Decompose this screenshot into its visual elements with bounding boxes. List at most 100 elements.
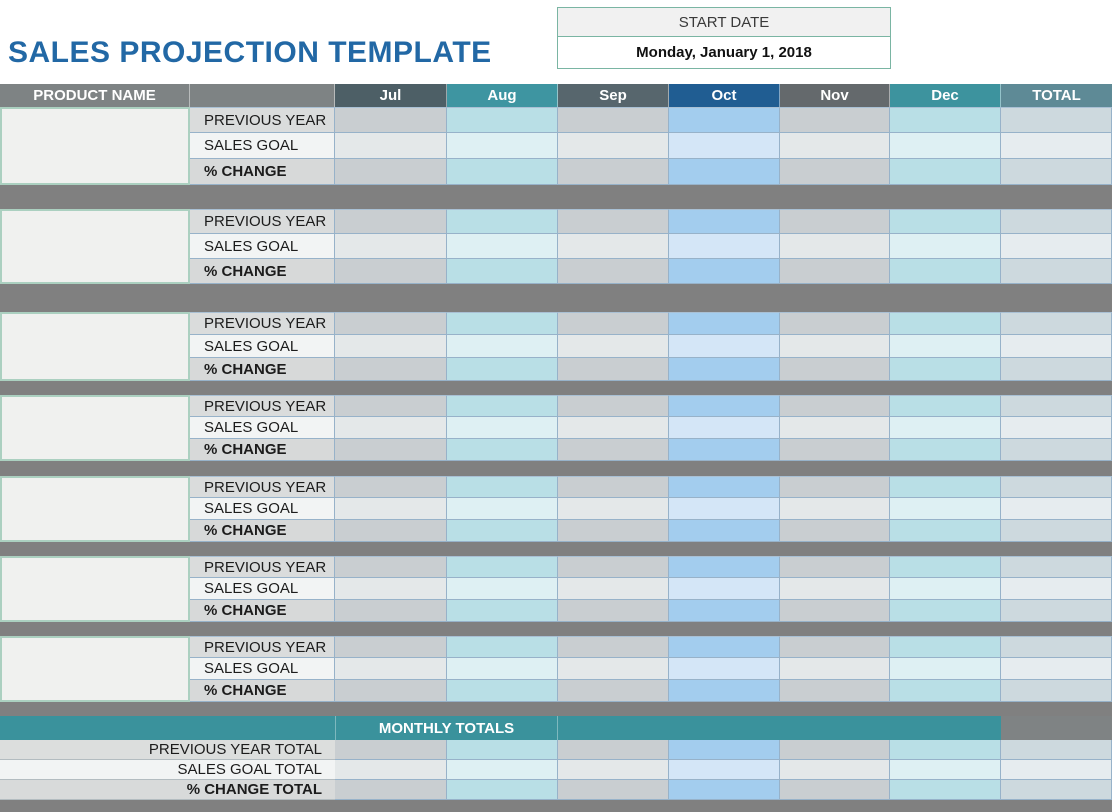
month-cell[interactable]	[780, 133, 890, 159]
totals-month-cell[interactable]	[558, 740, 669, 760]
month-cell[interactable]	[669, 395, 780, 417]
totals-month-cell[interactable]	[335, 760, 447, 780]
month-cell[interactable]	[447, 636, 558, 658]
month-cell[interactable]	[447, 107, 558, 133]
total-cell[interactable]	[1001, 556, 1112, 578]
totals-month-cell[interactable]	[669, 760, 780, 780]
month-cell[interactable]	[780, 209, 890, 234]
totals-month-cell[interactable]	[890, 760, 1001, 780]
month-cell[interactable]	[558, 107, 669, 133]
month-cell[interactable]	[335, 335, 447, 358]
month-cell[interactable]	[447, 234, 558, 259]
month-cell[interactable]	[890, 498, 1001, 520]
month-cell[interactable]	[447, 600, 558, 622]
total-cell[interactable]	[1001, 578, 1112, 600]
month-cell[interactable]	[780, 395, 890, 417]
month-cell[interactable]	[890, 520, 1001, 542]
totals-month-cell[interactable]	[669, 780, 780, 800]
month-cell[interactable]	[780, 578, 890, 600]
month-cell[interactable]	[669, 259, 780, 284]
month-cell[interactable]	[335, 476, 447, 498]
month-cell[interactable]	[890, 439, 1001, 461]
total-cell[interactable]	[1001, 520, 1112, 542]
totals-month-cell[interactable]	[558, 780, 669, 800]
totals-month-cell[interactable]	[335, 780, 447, 800]
month-cell[interactable]	[335, 395, 447, 417]
month-cell[interactable]	[335, 234, 447, 259]
month-cell[interactable]	[335, 680, 447, 702]
month-cell[interactable]	[447, 209, 558, 234]
month-cell[interactable]	[447, 358, 558, 381]
total-cell[interactable]	[1001, 439, 1112, 461]
month-cell[interactable]	[335, 658, 447, 680]
month-cell[interactable]	[335, 209, 447, 234]
month-cell[interactable]	[669, 658, 780, 680]
total-cell[interactable]	[1001, 417, 1112, 439]
month-cell[interactable]	[558, 159, 669, 185]
start-date-value[interactable]: Monday, January 1, 2018	[558, 37, 890, 68]
month-cell[interactable]	[780, 556, 890, 578]
totals-month-cell[interactable]	[669, 740, 780, 760]
total-cell[interactable]	[1001, 133, 1112, 159]
month-cell[interactable]	[335, 417, 447, 439]
month-cell[interactable]	[558, 335, 669, 358]
month-cell[interactable]	[558, 358, 669, 381]
month-cell[interactable]	[558, 578, 669, 600]
month-cell[interactable]	[447, 335, 558, 358]
month-cell[interactable]	[890, 417, 1001, 439]
month-cell[interactable]	[780, 658, 890, 680]
month-cell[interactable]	[447, 417, 558, 439]
month-cell[interactable]	[335, 600, 447, 622]
month-cell[interactable]	[780, 439, 890, 461]
product-name-cell[interactable]	[0, 312, 190, 381]
month-cell[interactable]	[447, 476, 558, 498]
month-cell[interactable]	[447, 159, 558, 185]
month-cell[interactable]	[335, 520, 447, 542]
month-cell[interactable]	[669, 159, 780, 185]
totals-total-cell[interactable]	[1001, 780, 1112, 800]
month-cell[interactable]	[558, 133, 669, 159]
month-cell[interactable]	[669, 133, 780, 159]
total-cell[interactable]	[1001, 335, 1112, 358]
month-cell[interactable]	[558, 680, 669, 702]
total-cell[interactable]	[1001, 159, 1112, 185]
month-cell[interactable]	[669, 335, 780, 358]
product-name-cell[interactable]	[0, 556, 190, 622]
month-cell[interactable]	[669, 636, 780, 658]
month-cell[interactable]	[890, 312, 1001, 335]
month-cell[interactable]	[669, 600, 780, 622]
product-name-cell[interactable]	[0, 395, 190, 461]
month-cell[interactable]	[890, 358, 1001, 381]
month-cell[interactable]	[335, 133, 447, 159]
month-cell[interactable]	[447, 556, 558, 578]
month-cell[interactable]	[780, 234, 890, 259]
total-cell[interactable]	[1001, 312, 1112, 335]
month-cell[interactable]	[558, 234, 669, 259]
month-cell[interactable]	[669, 520, 780, 542]
product-name-cell[interactable]	[0, 107, 190, 185]
month-cell[interactable]	[335, 107, 447, 133]
month-cell[interactable]	[335, 259, 447, 284]
month-cell[interactable]	[558, 417, 669, 439]
month-cell[interactable]	[447, 520, 558, 542]
month-cell[interactable]	[669, 680, 780, 702]
month-cell[interactable]	[558, 439, 669, 461]
month-cell[interactable]	[447, 395, 558, 417]
month-cell[interactable]	[558, 520, 669, 542]
month-cell[interactable]	[669, 209, 780, 234]
product-name-cell[interactable]	[0, 636, 190, 702]
totals-month-cell[interactable]	[558, 760, 669, 780]
month-cell[interactable]	[335, 578, 447, 600]
month-cell[interactable]	[890, 159, 1001, 185]
month-cell[interactable]	[780, 159, 890, 185]
month-cell[interactable]	[780, 498, 890, 520]
total-cell[interactable]	[1001, 234, 1112, 259]
month-cell[interactable]	[890, 680, 1001, 702]
month-cell[interactable]	[780, 600, 890, 622]
total-cell[interactable]	[1001, 600, 1112, 622]
month-cell[interactable]	[558, 600, 669, 622]
month-cell[interactable]	[669, 358, 780, 381]
month-cell[interactable]	[780, 358, 890, 381]
month-cell[interactable]	[669, 498, 780, 520]
totals-month-cell[interactable]	[780, 780, 890, 800]
